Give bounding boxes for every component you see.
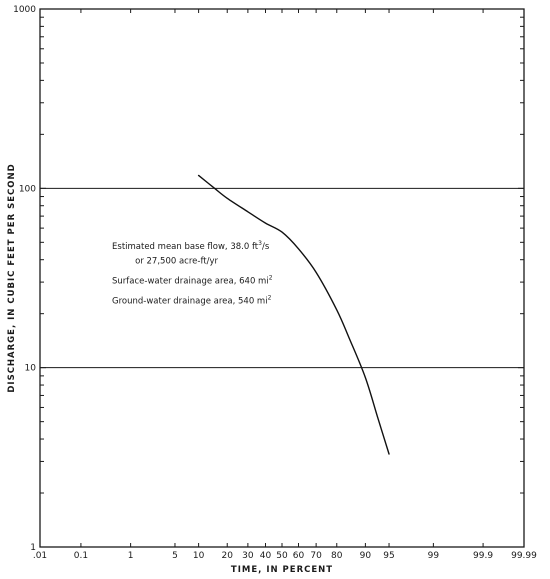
y-axis-title: DISCHARGE, IN CUBIC FEET PER SECOND [7, 163, 17, 392]
x-tick-label-99.99: 99.99 [511, 551, 537, 561]
series-0-line [197, 174, 390, 455]
x-axis-ticks: .01 0.1 1 5 10 20 30 40 50 60 70 80 90 95 99 99.9 99.99 [33, 9, 537, 561]
x-tick-label-80: 80 [331, 551, 343, 561]
x-tick-label-50: 50 [276, 551, 288, 561]
x-tick-label-10: 10 [193, 551, 205, 561]
y-axis-ticks: 1 10 100 1000 [13, 5, 524, 553]
series-group [197, 174, 390, 455]
y-tick-label-10: 10 [25, 364, 37, 374]
x-tick-label-30: 30 [242, 551, 254, 561]
x-tick-label-70: 70 [310, 551, 322, 561]
x-tick-label-1: 1 [128, 551, 134, 561]
gridlines [40, 187, 524, 369]
y-tick-label-100: 100 [19, 184, 36, 194]
x-tick-label-5: 5 [172, 551, 178, 561]
x-tick-label-40: 40 [260, 551, 272, 561]
x-tick-label-95: 95 [383, 551, 394, 561]
x-tick-label-60: 60 [293, 551, 305, 561]
x-tick-label-99.9: 99.9 [473, 551, 493, 561]
y-tick-label-1000: 1000 [13, 5, 36, 15]
annotation-3: Ground-water drainage area, 540 mi2 [112, 294, 272, 306]
x-tick-label-99: 99 [428, 551, 440, 561]
x-tick-label-90: 90 [360, 551, 372, 561]
x-axis-title: TIME, IN PERCENT [231, 565, 333, 575]
annotation-0: Estimated mean base flow, 38.0 ft3/s [112, 240, 270, 252]
annotation-1: or 27,500 acre-ft/yr [135, 257, 218, 267]
x-tick-label-0.1: 0.1 [74, 551, 88, 561]
y-tick-label-1: 1 [30, 543, 36, 553]
annotations: Estimated mean base flow, 38.0 ft3/s or 2… [112, 240, 273, 307]
x-tick-label-.01: .01 [33, 551, 47, 561]
annotation-2: Surface-water drainage area, 640 mi2 [112, 274, 273, 286]
x-tick-label-20: 20 [222, 551, 234, 561]
